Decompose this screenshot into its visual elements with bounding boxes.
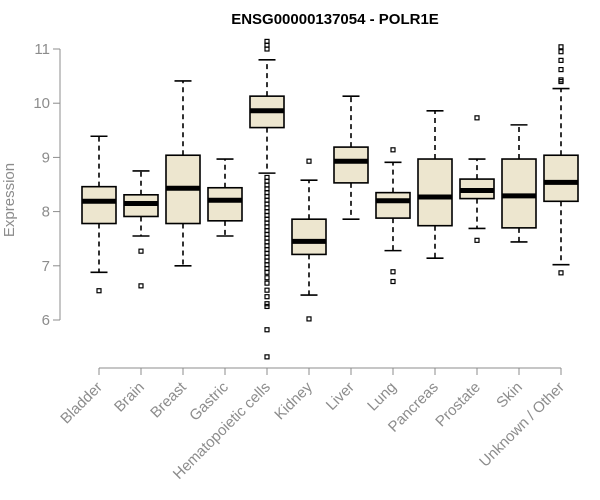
- box-group: [333, 95, 369, 220]
- iqr-box: [417, 158, 453, 227]
- iqr-box: [81, 185, 117, 225]
- boxes-layer: [81, 38, 579, 360]
- outlier-point: [558, 57, 564, 63]
- y-tick-label: 9: [42, 149, 50, 166]
- outlier-point: [264, 287, 270, 293]
- y-axis: 6 7 8 9 10 11: [33, 41, 61, 329]
- outlier-point: [558, 44, 564, 50]
- x-tick-label: Lung: [364, 379, 400, 415]
- outlier-point: [264, 275, 270, 281]
- outlier-point: [558, 270, 564, 276]
- y-tick-label: 10: [33, 95, 50, 112]
- outlier-point: [264, 303, 270, 310]
- box-group: [501, 124, 537, 243]
- x-tick-label: Liver: [323, 379, 358, 414]
- outlier-point: [474, 115, 480, 121]
- outlier-point: [390, 269, 396, 275]
- box-group: [249, 38, 285, 360]
- y-tick-label: 8: [42, 204, 50, 221]
- outlier-point: [264, 301, 270, 307]
- outlier-point: [264, 354, 270, 360]
- outlier-point: [138, 248, 144, 254]
- outlier-point: [264, 46, 270, 52]
- outlier-point: [390, 278, 396, 285]
- x-tick-label: Skin: [493, 379, 526, 412]
- y-tick-label: 11: [34, 41, 50, 58]
- x-tick-label: Kidney: [271, 378, 316, 423]
- outlier-point: [306, 158, 312, 164]
- x-tick-label: Brain: [111, 379, 148, 416]
- box-group: [375, 147, 411, 285]
- box-group: [291, 158, 327, 322]
- x-tick-label: Prostate: [432, 379, 484, 431]
- outlier-point: [96, 288, 102, 294]
- y-tick-label: 6: [42, 312, 50, 329]
- outlier-point: [264, 327, 270, 333]
- y-axis-label: Expression: [1, 163, 18, 237]
- box-group: [417, 109, 453, 260]
- box-group: [459, 115, 495, 243]
- box-group: [207, 158, 243, 237]
- outlier-point: [264, 280, 270, 286]
- iqr-box: [291, 218, 327, 256]
- iqr-box: [543, 154, 579, 203]
- outlier-point: [264, 269, 270, 275]
- y-tick-label: 7: [42, 258, 50, 275]
- outlier-point: [558, 66, 564, 73]
- outlier-point: [138, 283, 144, 289]
- outlier-point: [390, 147, 396, 153]
- outlier-point: [264, 294, 270, 300]
- box-group: [81, 135, 117, 294]
- outlier-point: [306, 316, 312, 322]
- chart-title: ENSG00000137054 - POLR1E: [231, 11, 439, 28]
- x-tick-label: Bladder: [57, 379, 106, 428]
- x-tick-label: Breast: [147, 378, 190, 421]
- iqr-box: [333, 146, 369, 184]
- outlier-point: [558, 49, 564, 55]
- box-group: [123, 170, 159, 289]
- box-group: [165, 80, 201, 267]
- iqr-box: [375, 191, 411, 219]
- outlier-point: [474, 237, 480, 243]
- outlier-point: [558, 78, 564, 85]
- box-group: [543, 44, 579, 276]
- iqr-box: [207, 186, 243, 222]
